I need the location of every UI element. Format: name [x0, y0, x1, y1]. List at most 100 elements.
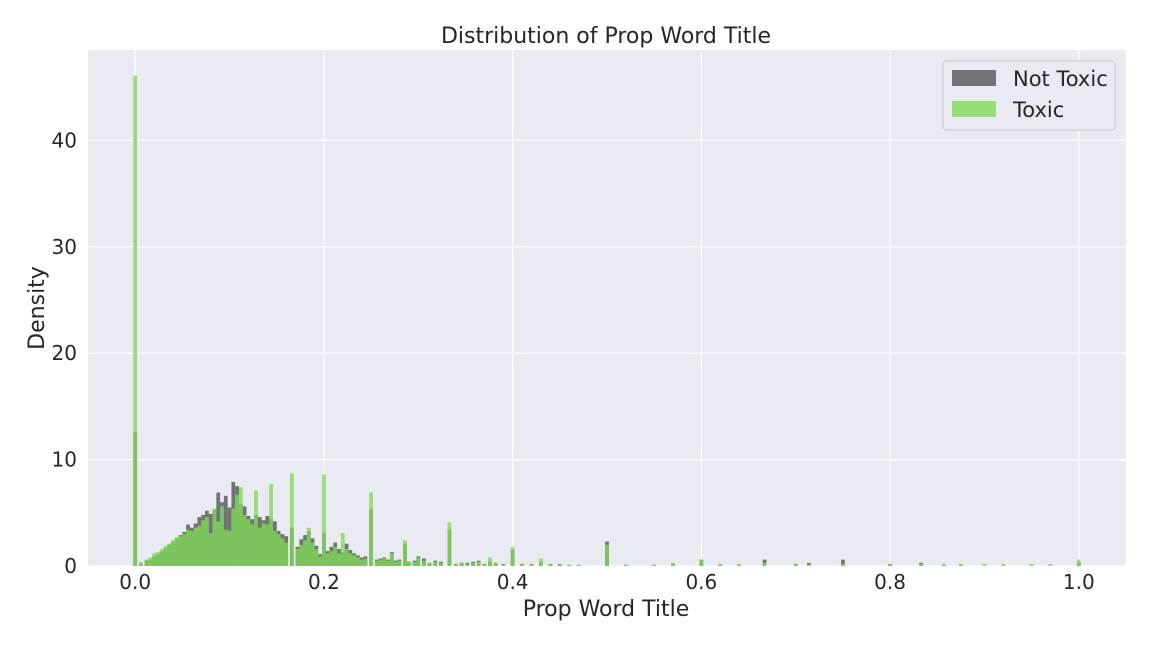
- histogram-bar: [493, 562, 498, 566]
- histogram-bar: [482, 563, 487, 566]
- y-axis-label: Density: [25, 266, 50, 350]
- histogram-bar: [529, 563, 534, 566]
- histogram-bar: [363, 558, 368, 566]
- histogram-bar: [576, 564, 581, 566]
- histogram-bar: [261, 523, 266, 566]
- gridlines: [88, 50, 1126, 567]
- histogram-bar: [174, 537, 179, 566]
- histogram-bar: [510, 546, 515, 566]
- x-tick-label: 1.0: [1063, 570, 1095, 594]
- histogram-bar: [208, 533, 213, 566]
- bars: [133, 75, 1081, 566]
- histogram-bar: [393, 561, 398, 566]
- histogram-bar: [471, 562, 475, 566]
- histogram-bar: [841, 559, 845, 566]
- histogram-bar: [888, 563, 892, 566]
- histogram-bar: [167, 543, 172, 566]
- x-tick-label: 0.0: [119, 570, 151, 594]
- histogram-bar: [374, 560, 379, 566]
- histogram-bar: [155, 552, 160, 566]
- histogram-bar: [227, 530, 232, 566]
- histogram-bar: [152, 553, 156, 566]
- histogram-bar: [337, 553, 341, 566]
- x-axis-ticks: 0.0 0.2 0.4 0.6 0.8 1.0: [119, 570, 1094, 594]
- y-tick-label: 20: [52, 341, 77, 365]
- histogram-bar: [605, 544, 609, 566]
- histogram-bar: [459, 562, 464, 566]
- histogram-bar: [133, 75, 138, 566]
- histogram-bar: [355, 557, 360, 566]
- histogram-bar: [295, 548, 300, 566]
- histogram-bar: [1048, 563, 1053, 566]
- histogram-bar: [382, 558, 387, 566]
- histogram-bar: [386, 560, 390, 566]
- histogram-bar: [189, 530, 194, 566]
- histogram-bar: [144, 559, 149, 566]
- x-axis-label: Prop Word Title: [523, 597, 690, 622]
- histogram-bar: [318, 556, 323, 566]
- histogram-bar: [348, 553, 353, 566]
- histogram-bar: [671, 562, 675, 566]
- histogram-bar: [958, 563, 963, 566]
- histogram-bar: [163, 545, 168, 566]
- histogram-bar: [352, 555, 356, 566]
- legend-label-toxic: Toxic: [1012, 98, 1064, 122]
- histogram-bar: [201, 520, 206, 566]
- histogram-bar: [422, 560, 426, 566]
- histogram-bar: [501, 563, 506, 566]
- histogram-bar: [941, 563, 946, 566]
- histogram-bar: [369, 492, 373, 566]
- histogram-bar: [329, 551, 334, 566]
- series-toxic: [133, 75, 1081, 566]
- histogram-bar: [762, 562, 767, 566]
- histogram-bar: [171, 540, 175, 566]
- x-tick-label: 0.4: [497, 570, 529, 594]
- histogram-bar: [567, 564, 572, 566]
- histogram-bar: [340, 533, 345, 566]
- histogram-bar: [314, 548, 319, 566]
- histogram-bar: [257, 527, 262, 566]
- histogram-bar: [220, 506, 224, 566]
- histogram-bar: [520, 563, 524, 566]
- histogram-bar: [212, 508, 217, 566]
- histogram-bar: [433, 561, 438, 566]
- histogram-bar: [265, 524, 270, 566]
- histogram-bar: [359, 559, 364, 566]
- histogram-bar: [344, 548, 349, 566]
- legend-label-not-toxic: Not Toxic: [1013, 67, 1108, 91]
- histogram-bar: [919, 563, 924, 566]
- histogram-bar: [231, 508, 236, 566]
- x-tick-label: 0.6: [685, 570, 717, 594]
- histogram-bar: [269, 484, 273, 566]
- histogram-bar: [807, 563, 811, 566]
- histogram-bar: [289, 473, 294, 566]
- histogram-bar: [793, 563, 798, 566]
- histogram-bar: [447, 522, 452, 566]
- y-tick-label: 0: [64, 554, 77, 578]
- y-tick-label: 30: [52, 235, 77, 259]
- histogram-bar: [186, 529, 190, 566]
- histogram-bar: [699, 559, 704, 566]
- histogram-bar: [412, 561, 417, 566]
- histogram-bar: [403, 540, 407, 566]
- histogram-bar: [197, 525, 202, 566]
- histogram-bar: [841, 563, 845, 566]
- histogram-bar: [276, 534, 281, 566]
- histogram-bar: [439, 562, 443, 566]
- histogram-bar: [488, 557, 492, 566]
- histogram-bar: [205, 517, 209, 566]
- y-tick-label: 40: [52, 128, 77, 152]
- histogram-bar: [182, 534, 187, 566]
- y-axis-ticks: 0 10 20 30 40: [52, 128, 77, 578]
- histogram-bar: [148, 557, 153, 566]
- histogram-bar: [476, 561, 481, 566]
- histogram-bar: [416, 557, 421, 566]
- histogram-bar: [982, 563, 987, 566]
- histogram-bar: [235, 494, 239, 566]
- histogram-bar: [378, 559, 383, 566]
- histogram-bar: [465, 563, 470, 566]
- legend-swatch-not-toxic: [952, 70, 996, 86]
- histogram-bar: [557, 563, 562, 566]
